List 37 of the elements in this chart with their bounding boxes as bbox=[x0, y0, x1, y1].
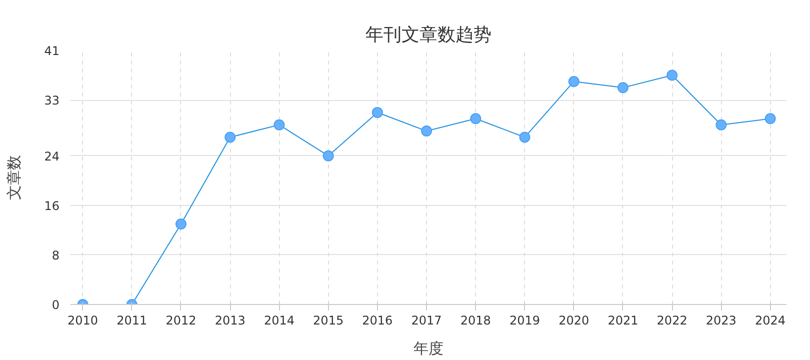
x-tick-label: 2021 bbox=[608, 314, 638, 328]
point bbox=[224, 132, 236, 143]
x-tick-label: 2012 bbox=[166, 314, 196, 328]
x-tick-label: 2022 bbox=[656, 314, 688, 328]
x-tick-label: 2013 bbox=[214, 314, 246, 328]
point bbox=[716, 119, 727, 130]
x-tick-label: 2018 bbox=[460, 314, 491, 328]
point bbox=[617, 82, 628, 94]
y-tick-label: 0 bbox=[52, 298, 60, 312]
x-tick-label: 2014 bbox=[264, 314, 294, 328]
y-tick-label: 8 bbox=[52, 248, 60, 262]
x-tick-label: 2023 bbox=[706, 314, 736, 328]
y-tick-label: 41 bbox=[44, 44, 60, 58]
point bbox=[372, 106, 383, 118]
point bbox=[764, 113, 776, 124]
point bbox=[470, 113, 482, 124]
point bbox=[274, 119, 285, 130]
point bbox=[322, 150, 334, 162]
x-tick-label: 2011 bbox=[116, 314, 148, 328]
point bbox=[421, 126, 432, 137]
y-tick-label: 33 bbox=[44, 94, 60, 108]
x-tick-label: 2017 bbox=[411, 314, 442, 328]
x-tick-label: 2010 bbox=[68, 314, 98, 328]
x-tick-label: 2016 bbox=[362, 314, 393, 328]
y-tick-label: 24 bbox=[44, 149, 60, 164]
x-tick-label: 2015 bbox=[313, 314, 344, 328]
chart-title: 年刊文章数趋势 bbox=[366, 24, 492, 46]
x-axis-title: 年度 bbox=[414, 340, 444, 358]
point bbox=[519, 132, 530, 143]
point bbox=[175, 218, 186, 230]
point bbox=[666, 70, 678, 81]
y-axis-title: 文章数 bbox=[5, 155, 24, 200]
x-tick-label: 2020 bbox=[558, 314, 590, 328]
point bbox=[568, 76, 580, 87]
x-tick-label: 2019 bbox=[509, 314, 540, 328]
x-tick-label: 2024 bbox=[755, 314, 786, 328]
y-tick-label: 16 bbox=[44, 198, 60, 213]
